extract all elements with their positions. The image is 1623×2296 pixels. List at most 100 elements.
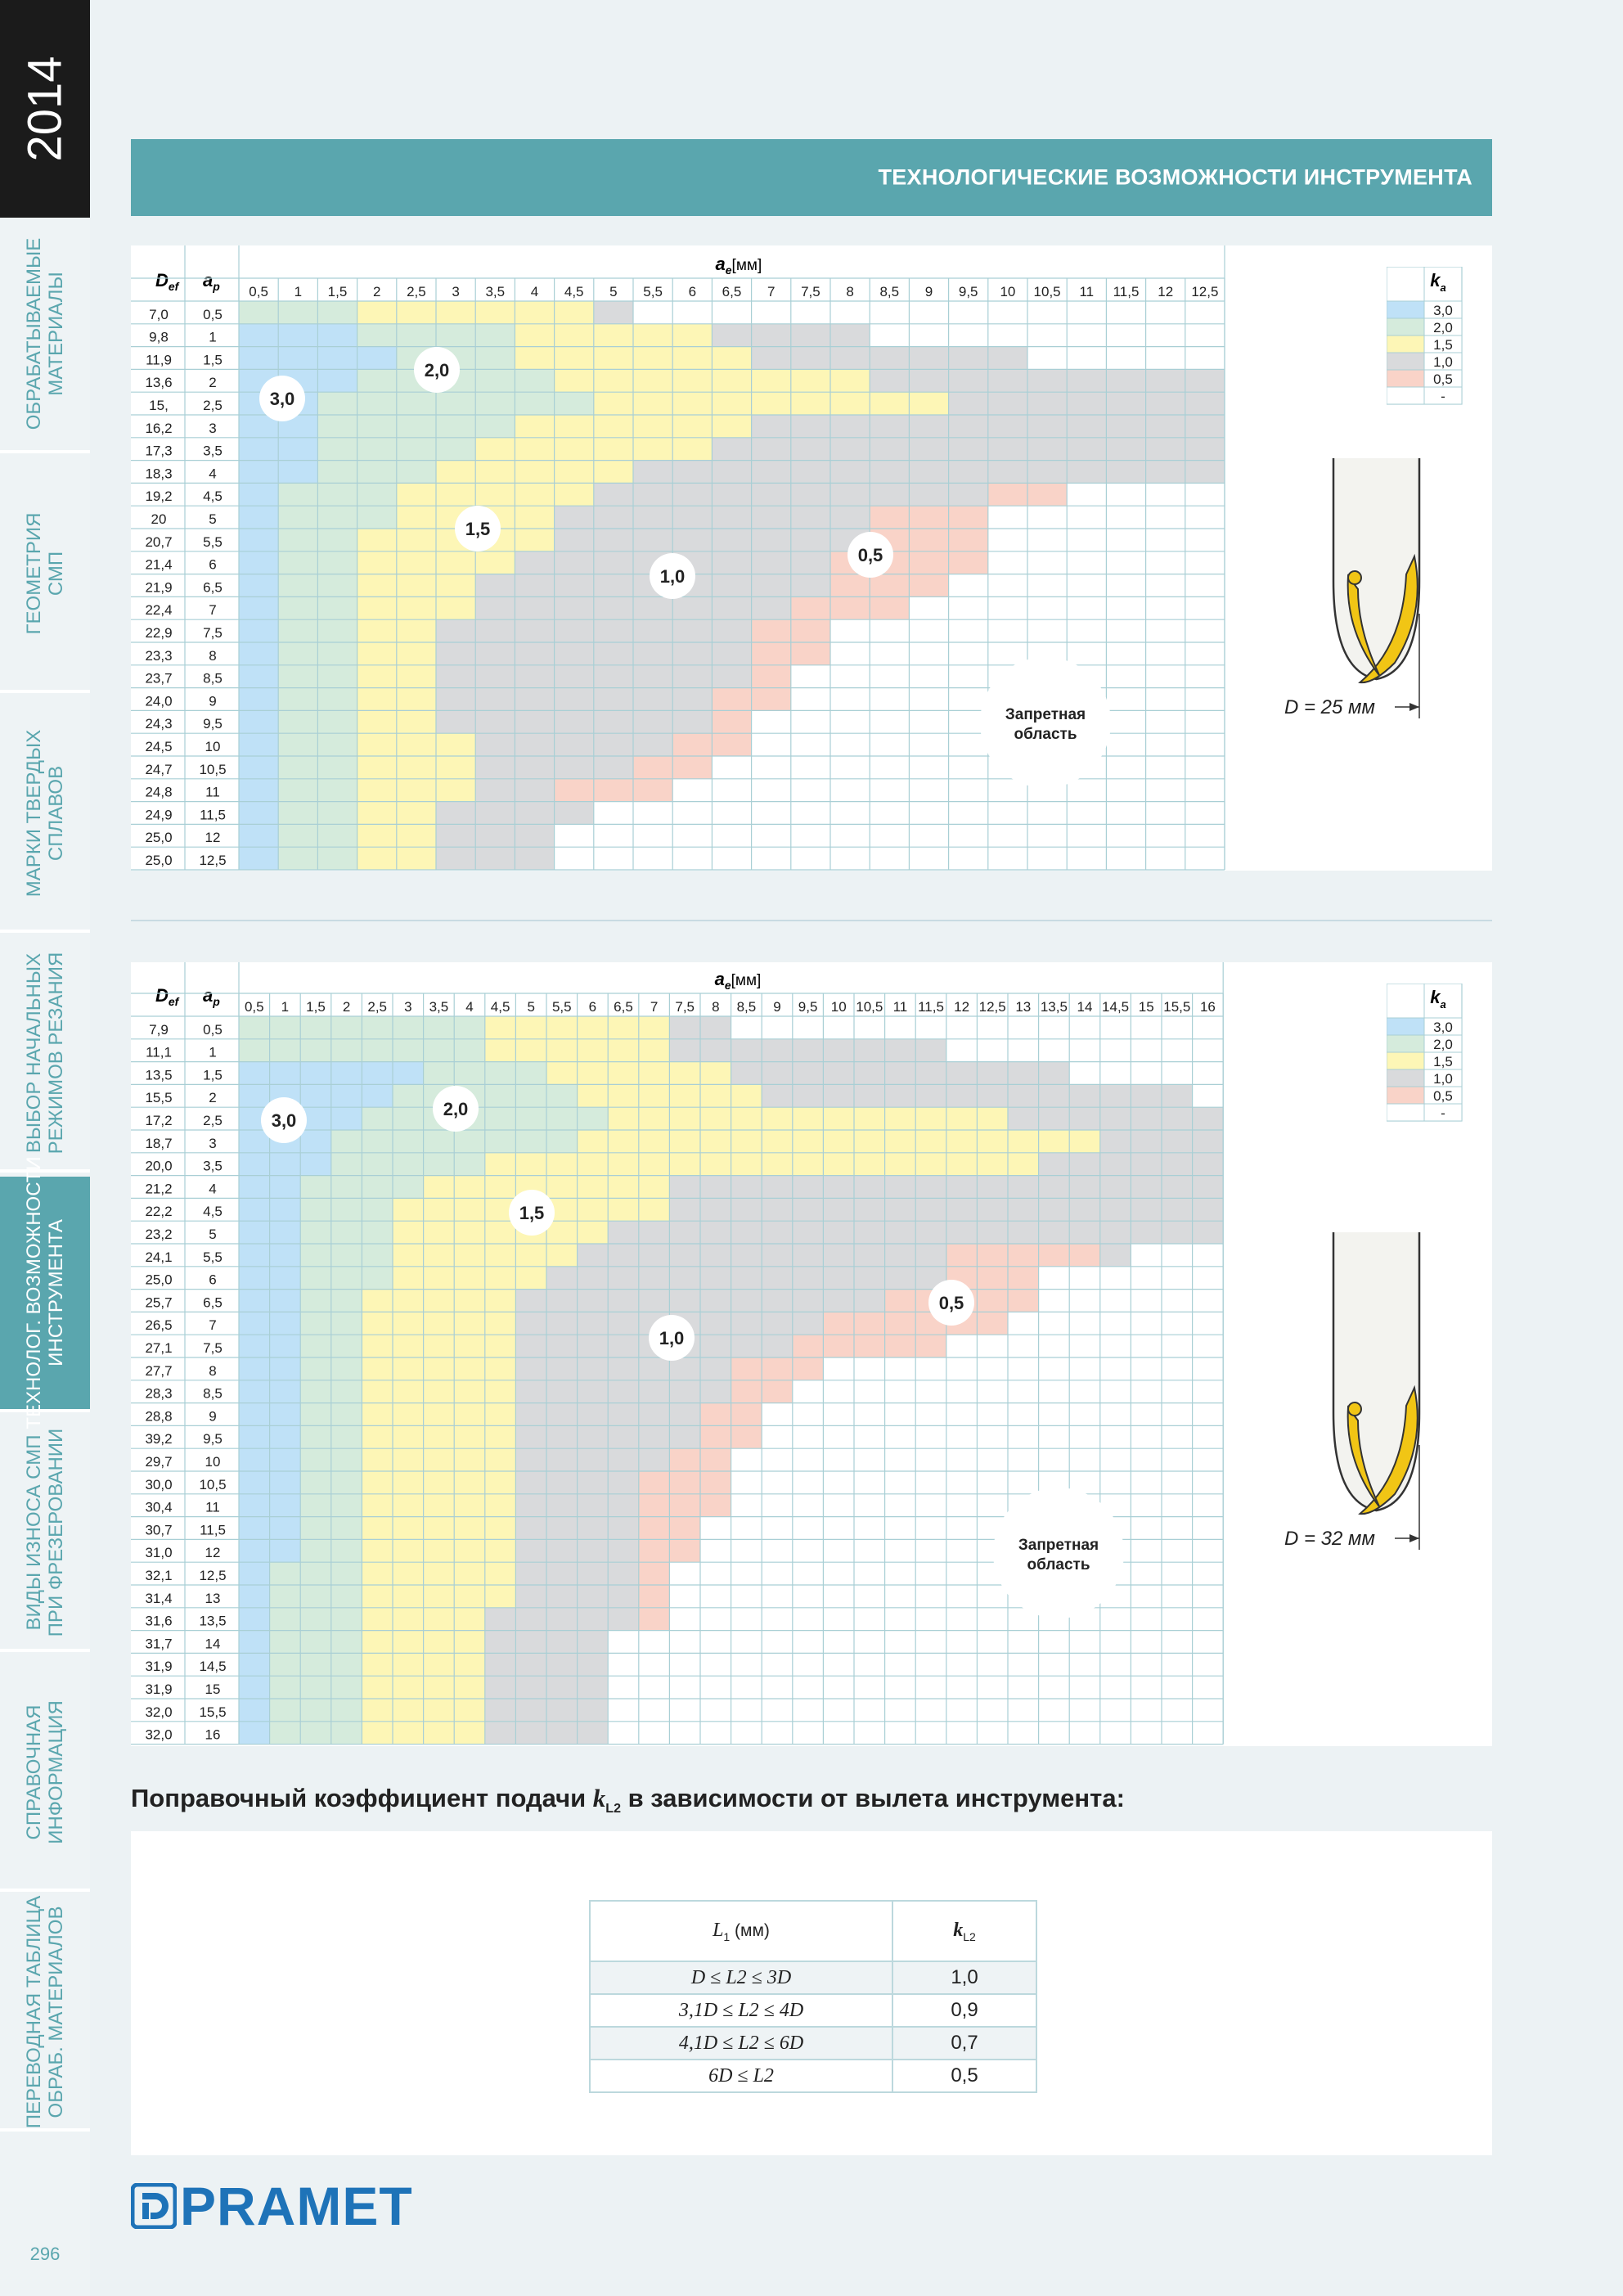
- ka-cell: [546, 1244, 578, 1267]
- ka-cell: [396, 506, 436, 529]
- ka-cell: [854, 1471, 885, 1494]
- kl2-heading-text-end: в зависимости от вылета инструмента:: [620, 1784, 1125, 1812]
- ka-cell: [712, 642, 752, 665]
- ka-cell: [870, 847, 910, 870]
- ka-cell: [362, 1471, 393, 1494]
- ka-cell: [278, 346, 318, 370]
- ka-cell: [790, 551, 830, 574]
- ka-cell: [484, 1130, 516, 1153]
- row-ap-value: 4: [209, 466, 216, 481]
- ka-cell: [239, 1312, 270, 1335]
- sidebar-tab-4[interactable]: ВЫБОР НАЧАЛЬНЫХ РЕЖИМОВ РЕЗАНИЯ: [0, 937, 90, 1173]
- ka-cell: [278, 664, 318, 688]
- kl2-value: 0,9: [892, 1993, 1037, 2028]
- ka-cell: [515, 756, 555, 779]
- ka-cell: [830, 346, 870, 370]
- ka-cell: [712, 733, 752, 756]
- ka-cell: [454, 1335, 485, 1357]
- ka-cell: [317, 664, 357, 688]
- ka-cell: [1106, 301, 1146, 324]
- ka-cell: [1069, 1630, 1100, 1654]
- dimension-arrow: [1409, 703, 1419, 711]
- ka-cell: [884, 1175, 916, 1199]
- ka-cell: [948, 664, 988, 688]
- row-ap-value: 10: [205, 739, 221, 754]
- ka-cell: [672, 597, 713, 620]
- ae-tick: 11: [893, 999, 908, 1015]
- ka-cell: [1067, 323, 1107, 347]
- ae-tick: 10,5: [1034, 284, 1061, 299]
- ka-cell: [1067, 369, 1107, 393]
- ka-cell: [269, 1448, 301, 1471]
- ka-cell: [762, 1516, 793, 1540]
- ka-cell: [1192, 1198, 1224, 1222]
- ka-cell: [608, 1016, 639, 1039]
- ka-cell: [593, 619, 633, 642]
- ka-cell: [1162, 1676, 1193, 1699]
- sidebar-tab-8[interactable]: ПЕРЕВОДНАЯ ТАБЛИЦА ОБРАБ. МАТЕРИАЛОВ: [0, 1896, 90, 2132]
- ka-cell: [884, 1448, 916, 1471]
- sidebar-tab-7[interactable]: СПРАВОЧНАЯ ИНФОРМАЦИЯ: [0, 1656, 90, 1892]
- ka-cell: [1185, 369, 1225, 393]
- ka-cell: [546, 1676, 578, 1699]
- row-def-value: 20: [151, 511, 167, 527]
- ka-cell: [1008, 1653, 1039, 1677]
- ka-cell: [1067, 392, 1107, 415]
- sidebar-tab-2[interactable]: ГЕОМЕТРИЯ СМП: [0, 457, 90, 693]
- forbidden-zone-circle: [980, 657, 1111, 788]
- ka-cell: [1185, 733, 1225, 756]
- ka-cell: [423, 1562, 455, 1585]
- ka-cell: [357, 847, 397, 870]
- ka-cell: [712, 346, 752, 370]
- ka-cell: [948, 687, 988, 711]
- row-ap-value: 1: [209, 330, 216, 345]
- ka-cell: [554, 346, 594, 370]
- row-def-value: 31,9: [145, 1681, 172, 1697]
- ka-cell: [751, 506, 791, 529]
- ka-cell: [909, 369, 949, 393]
- ka-cell: [854, 1244, 885, 1267]
- ka-cell: [762, 1562, 793, 1585]
- ka-cell: [792, 1607, 824, 1631]
- ka-cell: [731, 1562, 762, 1585]
- tool-screw: [1347, 1402, 1362, 1416]
- sidebar-tab-1[interactable]: ОБРАБАТЫВАЕМЫЕ МАТЕРИАЛЫ: [0, 218, 90, 453]
- ka-cell: [1162, 1425, 1193, 1449]
- ka-cell: [731, 1380, 762, 1403]
- ka-cell: [357, 824, 397, 848]
- ka-cell: [987, 301, 1027, 324]
- row-def-value: 31,4: [145, 1591, 172, 1606]
- ka-cell: [515, 1402, 546, 1426]
- ka-cell: [436, 551, 476, 574]
- ka-cell: [546, 1084, 578, 1108]
- ka-cell: [330, 1221, 362, 1244]
- sidebar-tab-label: СПРАВОЧНАЯ ИНФОРМАЦИЯ: [23, 1700, 67, 1844]
- ka-cell: [915, 1699, 946, 1722]
- ka-cell: [1038, 1721, 1070, 1745]
- sidebar-tab-5[interactable]: ТЕХНОЛОГ. ВОЗМОЖНОСТИ ИНСТРУМЕНТА: [0, 1156, 90, 1429]
- ka-cell: [948, 323, 988, 347]
- ka-cell: [909, 346, 949, 370]
- row-def-value: 28,8: [145, 1408, 172, 1424]
- ka-cell: [1192, 1244, 1224, 1267]
- ka-cell: [239, 1357, 270, 1380]
- ka-cell: [751, 301, 791, 324]
- ka-cell: [854, 1016, 885, 1039]
- ka-cell: [317, 323, 357, 347]
- ka-cell: [946, 1653, 978, 1677]
- ka-cell: [1069, 1016, 1100, 1039]
- ka-cell: [854, 1699, 885, 1722]
- row-def-value: 24,0: [145, 693, 172, 709]
- ka-cell: [239, 733, 279, 756]
- ka-cell: [300, 1380, 331, 1403]
- ka-cell: [1038, 1312, 1070, 1335]
- legend-swatch: [1387, 335, 1425, 353]
- sidebar-tab-3[interactable]: МАРКИ ТВЕРДЫХ СПЛАВОВ: [0, 697, 90, 933]
- ka-cell: [1038, 1198, 1070, 1222]
- ka-cell: [608, 1221, 639, 1244]
- ka-cell: [1099, 1289, 1131, 1312]
- ka-cell: [909, 392, 949, 415]
- ka-cell: [870, 301, 910, 324]
- legend-value: 2,0: [1433, 1037, 1453, 1052]
- sidebar-tab-6[interactable]: ВИДЫ ИЗНОСА СМП ПРИ ФРЕЗЕРОВАНИИ: [0, 1416, 90, 1652]
